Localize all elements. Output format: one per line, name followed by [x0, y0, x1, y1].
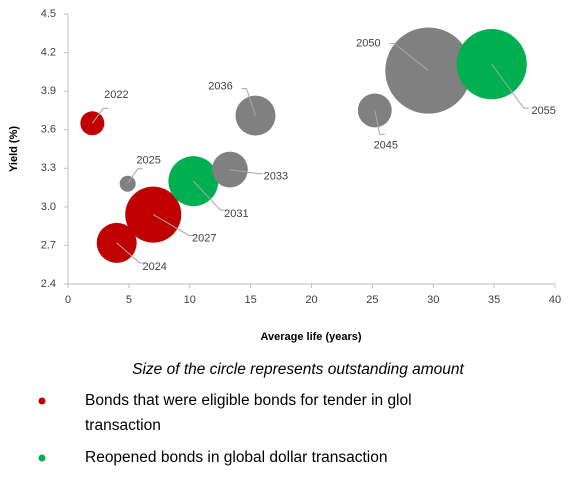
x-tick-label: 0 — [65, 294, 71, 306]
bubble — [119, 175, 136, 192]
bubble-label: 2027 — [192, 232, 216, 244]
x-tick-label: 25 — [366, 294, 378, 306]
x-tick-label: 35 — [488, 294, 500, 306]
leader-line — [116, 242, 145, 264]
bubble-label: 2031 — [224, 208, 248, 220]
leader-line — [374, 110, 385, 135]
legend-text: transaction — [85, 417, 161, 434]
bubble-label: 2036 — [208, 80, 232, 92]
leader-line — [389, 43, 429, 71]
y-tick-label: 3.6 — [41, 124, 56, 136]
y-tick-label: 3.0 — [41, 201, 56, 213]
y-tick-label: 4.2 — [41, 46, 56, 58]
leader-line — [91, 107, 109, 124]
y-tick-label: 3.9 — [41, 85, 56, 97]
x-tick-label: 20 — [305, 294, 317, 306]
leader-line — [127, 168, 143, 184]
x-tick-label: 10 — [184, 294, 196, 306]
bubble-label: 2025 — [136, 155, 160, 167]
legend-bullet — [38, 397, 46, 405]
x-axis-title: Average life (years) — [260, 331, 361, 343]
leader-line — [241, 88, 256, 116]
leader-line — [193, 180, 226, 211]
leader-line — [229, 169, 263, 175]
y-tick-label: 4.5 — [41, 8, 56, 20]
bubble-label: 2055 — [531, 105, 555, 117]
bubble-label: 2045 — [374, 139, 398, 151]
x-tick-label: 15 — [245, 294, 257, 306]
x-tick-label: 5 — [126, 294, 132, 306]
bubble-label: 2050 — [356, 37, 380, 49]
bubble-label: 2033 — [264, 170, 288, 182]
leader-line — [152, 214, 195, 237]
legend-text: Bonds that were eligible bonds for tende… — [85, 392, 412, 409]
y-axis-title: Yield (%) — [8, 126, 20, 172]
legend-bullet — [38, 454, 46, 462]
bubble-label: 2022 — [104, 89, 128, 101]
legend-text: Reopened bonds in global dollar transact… — [85, 449, 387, 466]
y-tick-label: 2.4 — [41, 278, 56, 290]
bubble — [212, 151, 248, 188]
y-tick-label: 2.7 — [41, 239, 56, 251]
size-note: Size of the circle represents outstandin… — [132, 361, 464, 378]
leader-line — [491, 63, 529, 109]
y-tick-label: 3.3 — [41, 162, 56, 174]
x-tick-label: 40 — [549, 294, 561, 306]
bubble-label: 2024 — [142, 261, 166, 273]
x-tick-label: 30 — [427, 294, 439, 306]
